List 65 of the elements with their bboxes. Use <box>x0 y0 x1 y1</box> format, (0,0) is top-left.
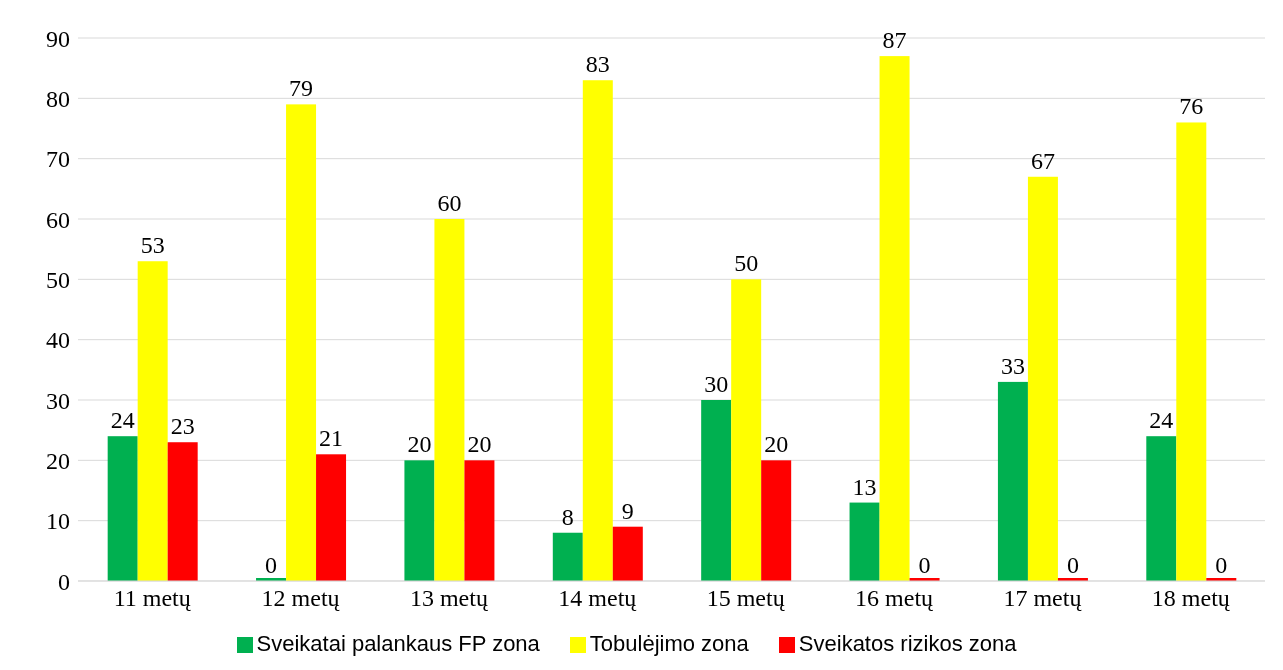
y-tick-label: 30 <box>46 387 70 414</box>
y-tick-label: 70 <box>46 146 70 173</box>
bar <box>552 532 583 581</box>
data-label: 60 <box>437 190 462 216</box>
bar <box>167 442 198 581</box>
data-label: 24 <box>110 407 135 434</box>
data-label: 87 <box>882 27 907 54</box>
y-tick-label: 10 <box>46 508 70 535</box>
data-label: 0 <box>1215 552 1228 578</box>
x-tick-label: 13 metų <box>409 585 489 612</box>
data-label: 67 <box>1030 147 1055 174</box>
y-tick-label: 60 <box>46 206 70 233</box>
y-tick-label: 20 <box>46 447 70 474</box>
bar <box>137 261 168 581</box>
data-label: 20 <box>407 431 432 458</box>
bar <box>404 460 435 581</box>
data-label: 30 <box>704 371 729 397</box>
y-tick-label: 40 <box>46 327 70 354</box>
data-label: 50 <box>734 250 759 277</box>
bar <box>997 381 1028 581</box>
bar <box>701 400 732 581</box>
bar <box>612 526 643 581</box>
bar <box>849 502 880 581</box>
data-label: 76 <box>1179 93 1204 120</box>
y-tick-label: 90 <box>46 25 70 52</box>
legend-label: Sveikatai palankaus FP zona <box>256 631 540 656</box>
data-label: 0 <box>918 552 931 578</box>
bar <box>879 56 910 581</box>
data-label: 0 <box>265 552 278 578</box>
data-label: 20 <box>467 431 492 458</box>
bar <box>1176 122 1207 581</box>
data-label: 33 <box>1000 352 1025 379</box>
data-label: 20 <box>764 431 789 458</box>
bar <box>582 80 613 581</box>
bar <box>1027 176 1058 581</box>
x-tick-label: 18 metų <box>1151 585 1231 612</box>
x-tick-label: 17 metų <box>1003 585 1083 612</box>
bar <box>434 219 465 581</box>
data-label: 21 <box>319 425 344 452</box>
data-label: 9 <box>621 497 634 524</box>
bar <box>107 436 138 581</box>
x-tick-label: 16 metų <box>855 585 935 612</box>
y-tick-label: 80 <box>46 85 70 112</box>
data-label: 0 <box>1066 552 1079 578</box>
y-tick-label: 50 <box>46 266 70 293</box>
x-tick-label: 14 metų <box>558 585 638 612</box>
bar <box>761 460 792 581</box>
data-label: 83 <box>585 51 610 78</box>
data-label: 8 <box>561 503 574 530</box>
data-label: 13 <box>852 473 877 500</box>
data-label: 24 <box>1149 407 1174 434</box>
y-tick-label: 0 <box>58 568 70 595</box>
data-label: 53 <box>140 232 165 259</box>
data-label: 23 <box>170 413 195 440</box>
bar <box>286 104 317 581</box>
legend-label: Tobulėjimo zona <box>589 631 749 656</box>
x-tick-label: 15 metų <box>706 585 786 612</box>
bar <box>316 454 347 581</box>
data-label: 79 <box>289 75 314 102</box>
bar <box>464 460 495 581</box>
x-tick-label: 12 metų <box>261 585 341 612</box>
bar <box>1146 436 1177 581</box>
bar <box>731 279 762 581</box>
x-tick-label: 11 metų <box>113 585 192 612</box>
legend-label: Sveikatos rizikos zona <box>798 631 1017 656</box>
